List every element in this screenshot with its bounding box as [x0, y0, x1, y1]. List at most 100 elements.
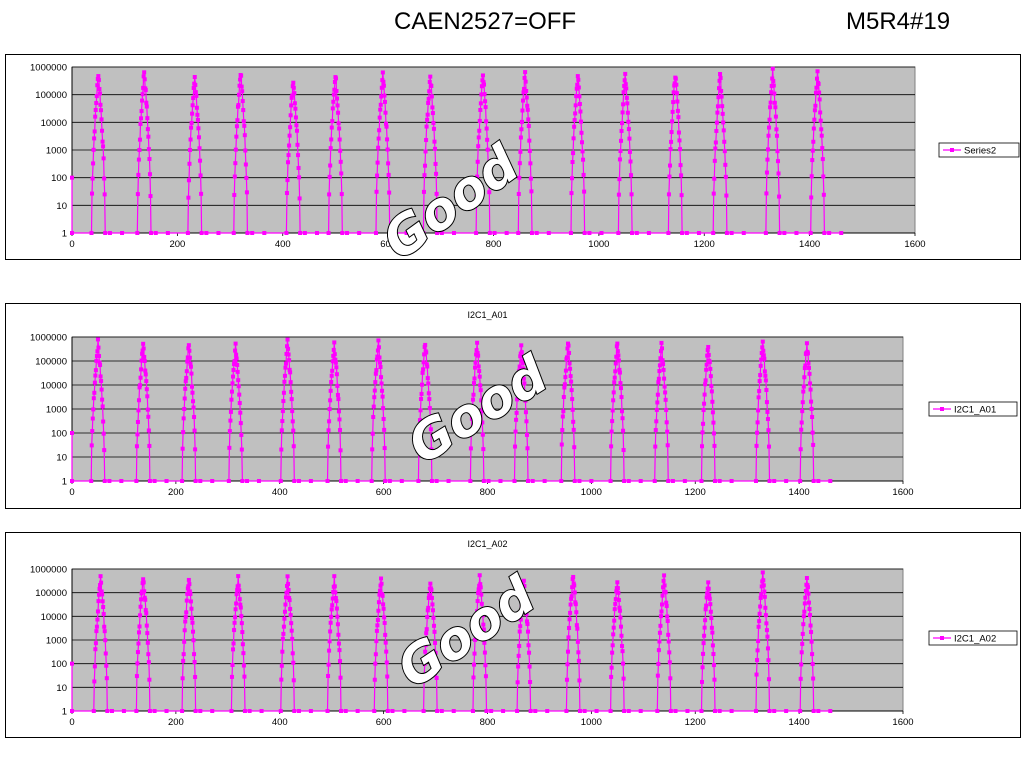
data-point — [193, 479, 198, 483]
data-point — [761, 578, 766, 583]
data-point — [658, 356, 663, 361]
data-point — [333, 76, 338, 81]
data-point — [654, 407, 659, 412]
data-point — [478, 383, 483, 388]
data-point — [820, 146, 825, 151]
data-point — [474, 623, 479, 628]
data-point — [431, 126, 436, 131]
data-point — [374, 628, 379, 633]
data-point — [712, 479, 717, 483]
data-point — [723, 162, 728, 167]
data-point — [336, 110, 341, 115]
data-point — [326, 662, 331, 667]
data-point — [724, 193, 729, 198]
data-point — [815, 76, 820, 81]
data-point — [334, 365, 339, 370]
data-point — [754, 443, 759, 448]
data-point — [152, 709, 157, 713]
data-point — [235, 369, 240, 374]
data-point — [240, 630, 245, 635]
data-point — [434, 660, 439, 665]
data-point — [287, 143, 292, 148]
data-point — [91, 147, 96, 152]
data-point — [759, 584, 764, 589]
data-point — [522, 584, 527, 589]
data-point — [292, 101, 297, 106]
data-point — [767, 444, 772, 449]
data-point — [575, 639, 580, 644]
data-point — [567, 617, 572, 622]
data-point — [233, 615, 238, 620]
data-point — [526, 123, 531, 128]
x-tick-label: 1000 — [588, 239, 609, 250]
data-point — [612, 380, 617, 385]
data-point — [181, 658, 186, 663]
data-point — [426, 391, 431, 396]
data-point — [328, 629, 333, 634]
data-point — [416, 479, 421, 483]
data-point — [146, 147, 151, 152]
data-point — [386, 172, 391, 177]
data-point — [617, 605, 622, 610]
data-point — [524, 419, 529, 424]
data-point — [712, 158, 717, 163]
data-point — [563, 375, 568, 380]
data-point — [432, 623, 437, 628]
data-point — [101, 156, 106, 161]
data-point — [805, 583, 810, 588]
data-point — [146, 414, 151, 419]
series-markers — [70, 66, 844, 235]
data-point — [145, 631, 150, 636]
data-point — [193, 447, 198, 452]
data-point — [672, 83, 677, 88]
data-point — [242, 133, 247, 138]
data-point — [578, 119, 583, 124]
data-point — [802, 375, 807, 380]
data-point — [620, 110, 625, 115]
data-point — [232, 628, 237, 633]
data-point — [333, 357, 338, 362]
y-tick-label: 10000 — [41, 612, 67, 623]
data-point — [104, 663, 109, 668]
chart-2: I2C1_A01 1 10 100 1000 10000 100000 1000000 0 200… — [30, 310, 1018, 498]
data-point — [98, 108, 103, 113]
data-point — [230, 662, 235, 667]
data-point — [141, 577, 146, 582]
data-point — [147, 157, 152, 162]
data-point — [711, 191, 716, 196]
data-point — [386, 161, 391, 166]
data-point — [426, 381, 431, 386]
data-point — [143, 88, 148, 93]
data-point — [181, 430, 186, 435]
data-point — [810, 158, 815, 163]
data-point — [91, 407, 96, 412]
data-point — [243, 162, 248, 167]
data-point — [91, 709, 96, 713]
data-point — [702, 625, 707, 630]
data-point — [101, 605, 106, 610]
data-point — [516, 191, 521, 196]
y-tick-label: 100000 — [35, 588, 67, 599]
data-point — [473, 637, 478, 642]
data-point — [296, 709, 301, 713]
data-point — [470, 406, 475, 411]
data-point — [425, 364, 430, 369]
data-point — [417, 431, 422, 436]
data-point — [613, 601, 618, 606]
data-point — [702, 392, 707, 397]
data-point — [433, 146, 438, 151]
data-point — [138, 604, 143, 609]
data-point — [809, 630, 814, 635]
data-point — [327, 174, 332, 179]
data-point — [617, 370, 622, 375]
data-point — [809, 406, 814, 411]
data-point — [378, 107, 383, 112]
data-point — [529, 231, 534, 235]
data-point — [839, 231, 844, 235]
data-point — [828, 709, 833, 713]
data-point — [338, 448, 343, 453]
data-point — [518, 624, 523, 629]
y-tick-label: 10 — [56, 201, 67, 212]
data-point — [665, 614, 670, 619]
data-point — [327, 192, 332, 197]
